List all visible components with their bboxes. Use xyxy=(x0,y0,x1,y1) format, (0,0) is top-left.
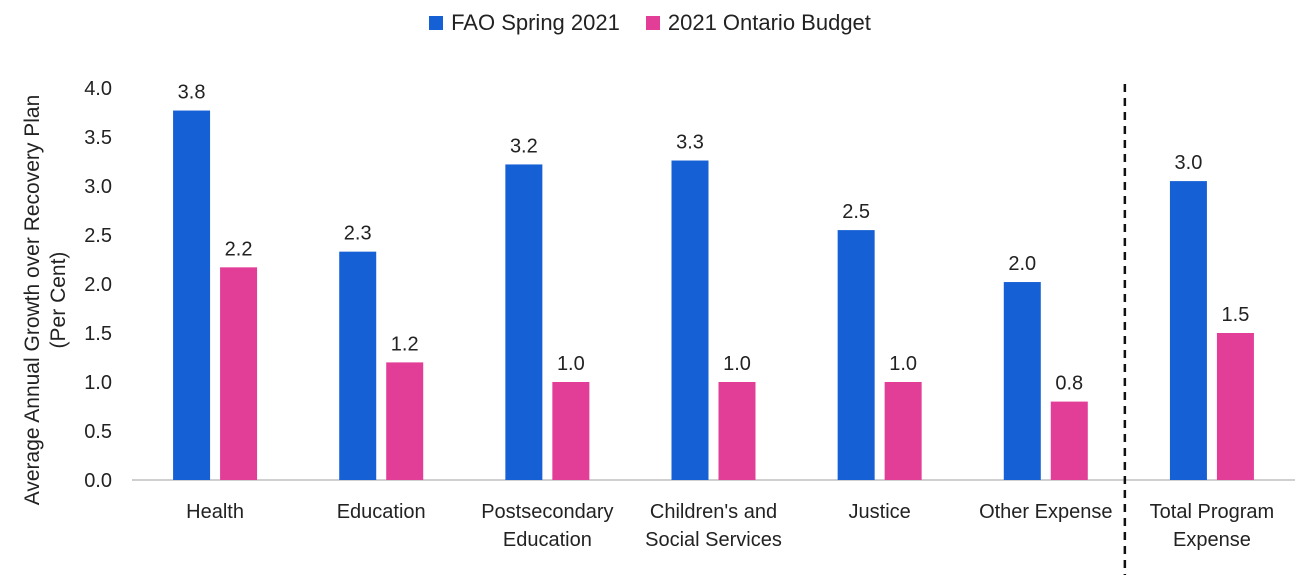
data-label: 1.5 xyxy=(1222,304,1250,326)
bar xyxy=(552,382,590,480)
bar xyxy=(671,160,709,480)
y-tick-label: 1.5 xyxy=(84,323,112,345)
y-tick-label: 0.5 xyxy=(84,421,112,443)
data-label: 1.0 xyxy=(557,353,585,375)
data-label: 1.2 xyxy=(391,333,419,355)
bar xyxy=(173,110,211,480)
x-tick-label: Health xyxy=(186,501,244,523)
legend: FAO Spring 2021 2021 Ontario Budget xyxy=(0,10,1300,36)
bar xyxy=(837,230,875,480)
legend-label-fao: FAO Spring 2021 xyxy=(451,10,620,35)
bar xyxy=(505,164,543,480)
legend-swatch-budget xyxy=(645,16,660,30)
y-axis-title: (Per Cent) xyxy=(47,252,70,349)
legend-label-budget: 2021 Ontario Budget xyxy=(667,10,871,35)
data-label: 1.0 xyxy=(889,353,917,375)
data-label: 0.8 xyxy=(1055,373,1083,395)
y-tick-label: 4.0 xyxy=(84,78,112,100)
x-tick-label: Education xyxy=(337,501,426,523)
x-tick-label: Total Program xyxy=(1150,501,1275,523)
x-tick-label: Children's and xyxy=(650,501,777,523)
data-label: 2.2 xyxy=(225,238,253,260)
y-tick-label: 1.0 xyxy=(84,372,112,394)
bar xyxy=(718,382,756,480)
x-tick-label: Other Expense xyxy=(979,501,1112,523)
x-tick-label: Social Services xyxy=(645,529,782,551)
bar xyxy=(884,382,922,480)
bar xyxy=(220,267,258,480)
y-tick-label: 2.0 xyxy=(84,274,112,296)
y-tick-label: 0.0 xyxy=(84,470,112,492)
y-tick-label: 3.0 xyxy=(84,176,112,198)
bar xyxy=(1216,333,1254,480)
bar xyxy=(1003,282,1041,480)
y-tick-label: 2.5 xyxy=(84,225,112,247)
x-tick-label: Education xyxy=(503,529,592,551)
data-label: 3.0 xyxy=(1175,152,1203,174)
data-label: 2.3 xyxy=(344,223,372,245)
x-tick-label: Expense xyxy=(1173,529,1251,551)
bar xyxy=(339,251,377,480)
legend-item-fao: FAO Spring 2021 xyxy=(429,10,620,36)
bar xyxy=(1169,181,1207,480)
data-label: 3.8 xyxy=(178,82,206,104)
data-label: 3.3 xyxy=(676,132,704,154)
bar xyxy=(386,362,424,480)
y-tick-label: 3.5 xyxy=(84,127,112,149)
x-tick-label: Justice xyxy=(849,501,911,523)
bar xyxy=(1050,401,1088,480)
data-label: 2.0 xyxy=(1008,253,1036,275)
data-label: 1.0 xyxy=(723,353,751,375)
data-label: 3.2 xyxy=(510,135,538,157)
data-label: 2.5 xyxy=(842,201,870,223)
legend-item-budget: 2021 Ontario Budget xyxy=(645,10,871,36)
legend-swatch-fao xyxy=(429,16,444,30)
x-tick-label: Postsecondary xyxy=(481,501,613,523)
y-axis-title: Average Annual Growth over Recovery Plan xyxy=(21,95,44,506)
